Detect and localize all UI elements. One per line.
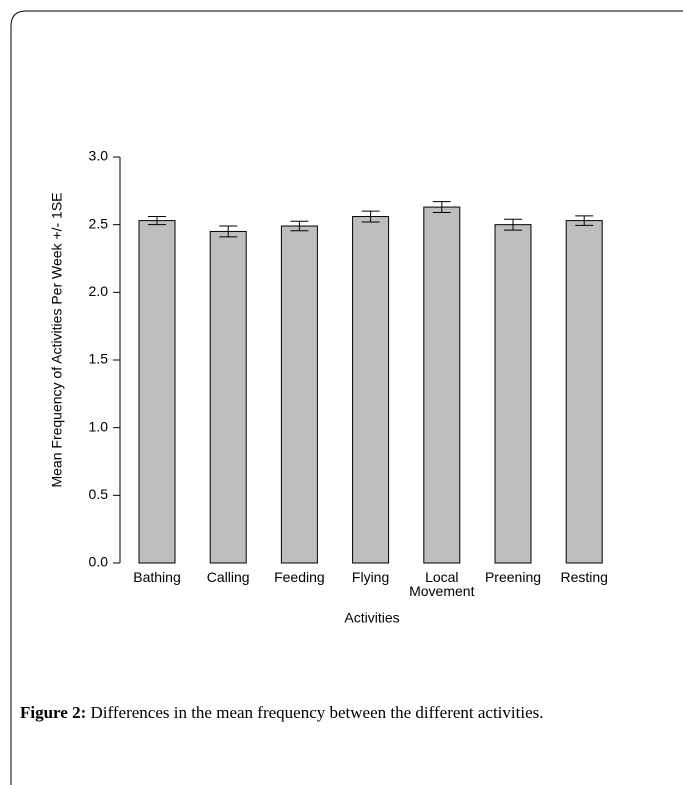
- caption-label: Figure 2:: [20, 703, 87, 722]
- caption: Figure 2: Differences in the mean freque…: [20, 698, 663, 727]
- x-tick-label: Resting: [560, 569, 608, 585]
- bar: [565, 220, 603, 564]
- y-tick-label: 0.5: [89, 486, 109, 502]
- y-tick-label: 2.5: [89, 215, 109, 231]
- x-tick-label: Preening: [484, 569, 542, 585]
- y-tick-label: 3.0: [89, 148, 109, 164]
- bar: [423, 206, 461, 564]
- bar: [352, 216, 390, 564]
- y-tick-label: 0.0: [89, 554, 109, 570]
- y-tick-label: 1.0: [89, 418, 109, 434]
- bar: [494, 224, 532, 564]
- bar: [209, 230, 247, 564]
- bar: [280, 225, 318, 564]
- x-tick-label: Bathing: [133, 569, 181, 585]
- y-axis-title: Mean Frequency of Activities Per Week +/…: [49, 192, 65, 487]
- x-axis-title: Activities: [344, 610, 399, 626]
- caption-text: Differences in the mean frequency betwee…: [90, 703, 544, 722]
- x-tick-label: Feeding: [274, 569, 325, 585]
- bar: [138, 220, 176, 564]
- x-tick-label: Calling: [206, 569, 250, 585]
- frame: [10, 10, 683, 785]
- y-tick-label: 2.0: [89, 283, 109, 299]
- y-tick-label: 1.5: [89, 351, 109, 367]
- x-tick-label: Local Movement: [409, 569, 475, 599]
- x-tick-label: Flying: [351, 569, 390, 585]
